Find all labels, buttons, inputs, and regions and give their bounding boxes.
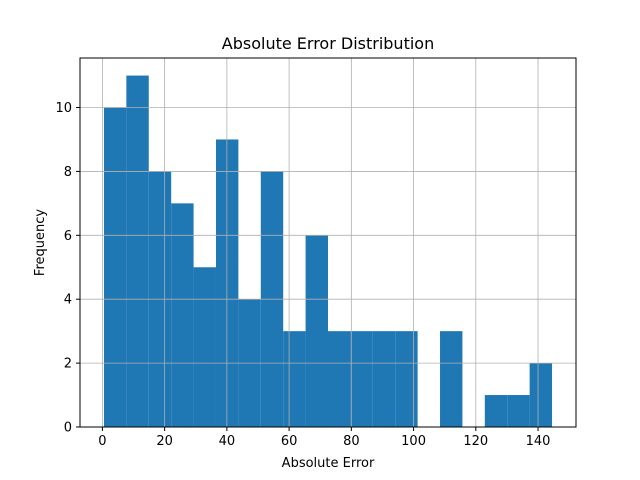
y-tick-label: 10 (55, 101, 72, 116)
histogram-bar (305, 235, 328, 427)
histogram-bar (283, 331, 306, 427)
y-tick-label: 6 (64, 229, 72, 244)
ticks-layer: 0 20 40 60 80 100 120 140 0 2 4 6 8 10 (55, 101, 550, 449)
x-tick-label: 40 (219, 434, 236, 449)
histogram-bar (193, 267, 216, 427)
histogram-bar (171, 203, 194, 427)
histogram-bar (372, 331, 396, 427)
y-tick-label: 8 (64, 165, 72, 180)
plot-frame (79, 57, 577, 428)
x-tick-label: 140 (526, 434, 551, 449)
histogram-bar (395, 331, 418, 427)
chart-title: Absolute Error Distribution (222, 34, 434, 53)
histogram-bar (440, 331, 463, 427)
x-tick-label: 120 (463, 434, 488, 449)
x-tick-label: 60 (281, 434, 298, 449)
x-tick-label: 100 (401, 434, 426, 449)
y-tick-label: 4 (64, 293, 72, 308)
bars-layer (103, 75, 553, 428)
y-tick-label: 0 (64, 421, 72, 436)
histogram-bar (529, 363, 553, 427)
histogram-bar (126, 75, 149, 428)
histogram-bar (350, 331, 373, 427)
x-tick-label: 80 (343, 434, 360, 449)
histogram-bar (103, 107, 127, 428)
histogram-bar (507, 395, 530, 427)
y-axis-label: Frequency (33, 209, 48, 276)
x-tick-label: 0 (98, 434, 106, 449)
histogram-bar (328, 331, 351, 427)
y-tick-label: 2 (64, 357, 72, 372)
histogram-bar (484, 395, 508, 427)
x-axis-label: Absolute Error (282, 456, 375, 471)
x-tick-label: 20 (156, 434, 173, 449)
